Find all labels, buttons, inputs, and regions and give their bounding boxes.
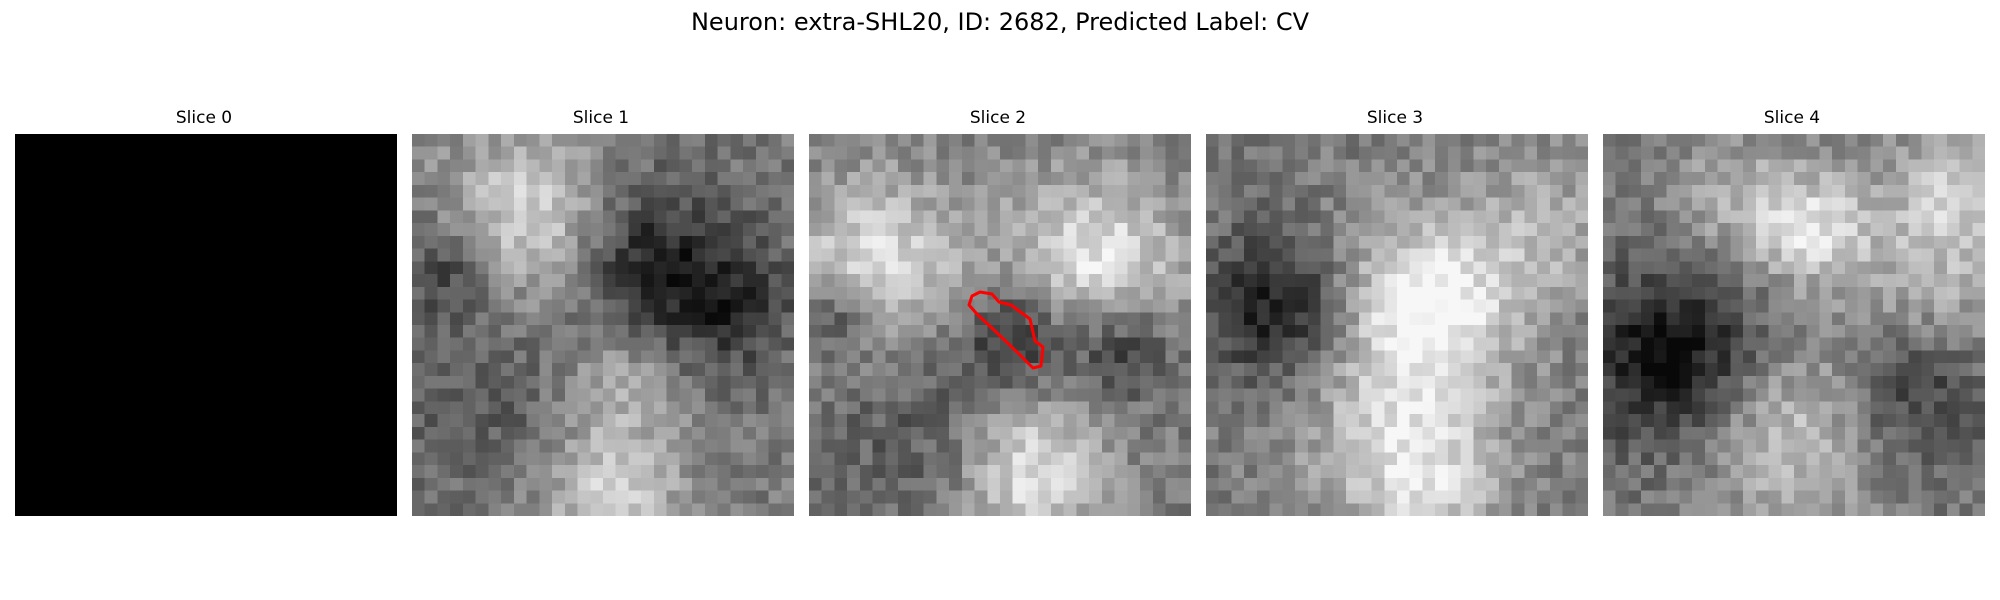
slice-panel-1: Slice 1 bbox=[408, 107, 794, 516]
slice-panel-2: Slice 2 bbox=[805, 107, 1191, 516]
slice-panel-4: Slice 4 bbox=[1599, 107, 1985, 516]
slice-title: Slice 2 bbox=[969, 108, 1027, 128]
slice-image-1 bbox=[412, 134, 794, 516]
slice-image-0 bbox=[15, 134, 397, 516]
slice-title: Slice 0 bbox=[175, 108, 233, 128]
figure-title: Neuron: extra-SHL20, ID: 2682, Predicted… bbox=[690, 8, 1310, 36]
slice-title: Slice 4 bbox=[1763, 108, 1821, 128]
slice-title: Slice 1 bbox=[572, 108, 630, 128]
slice-image-4 bbox=[1603, 134, 1985, 516]
segmentation-contour bbox=[967, 290, 1045, 370]
slice-panel-0: Slice 0 bbox=[11, 107, 397, 516]
slice-image-3 bbox=[1206, 134, 1588, 516]
slice-panel-3: Slice 3 bbox=[1202, 107, 1588, 516]
slice-image-2 bbox=[809, 134, 1191, 516]
slice-title: Slice 3 bbox=[1366, 108, 1424, 128]
